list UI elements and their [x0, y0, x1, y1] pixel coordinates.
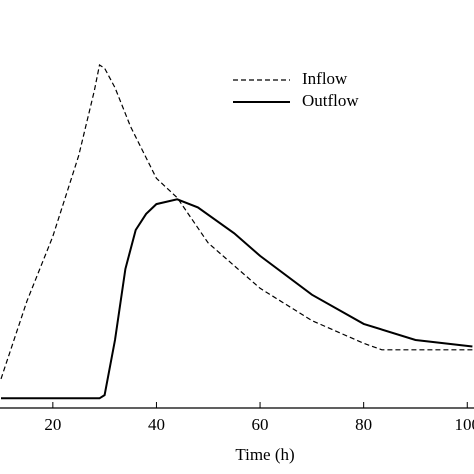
line-series [1, 198, 473, 400]
x-axis-label: Time (h) [235, 445, 294, 464]
x-tick-label: 60 [252, 415, 269, 434]
legend-label: Outflow [302, 91, 359, 110]
x-tick-label: 20 [44, 415, 61, 434]
line-series [0, 64, 473, 380]
x-tick-label: 80 [355, 415, 372, 434]
x-tick-label: 100 [455, 415, 474, 434]
legend-label: Inflow [302, 69, 348, 88]
x-tick-label: 40 [148, 415, 165, 434]
